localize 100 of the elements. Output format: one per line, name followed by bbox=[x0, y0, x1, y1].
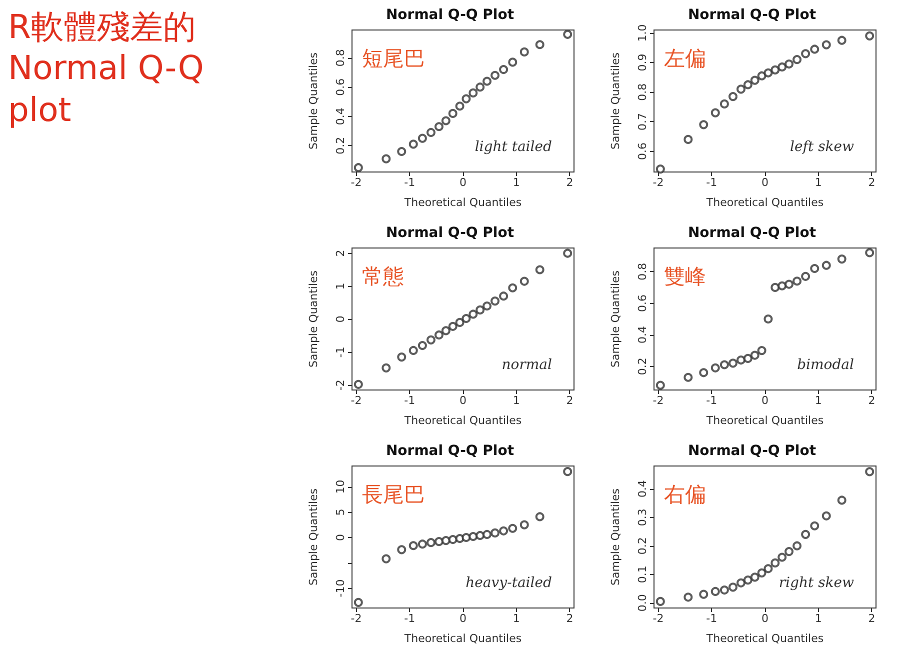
y-tick-label: 0.2 bbox=[636, 537, 649, 555]
point bbox=[462, 94, 471, 104]
point bbox=[822, 40, 831, 50]
x-axis-title: Theoretical Quantiles bbox=[403, 196, 522, 209]
point bbox=[656, 164, 665, 174]
point bbox=[736, 84, 746, 94]
chart-title: Normal Q-Q Plot bbox=[688, 225, 816, 241]
point bbox=[490, 70, 500, 80]
point bbox=[490, 528, 500, 538]
point bbox=[535, 265, 544, 274]
point bbox=[520, 276, 529, 286]
x-tick-label: -2 bbox=[652, 176, 664, 189]
point bbox=[354, 598, 363, 607]
point bbox=[656, 596, 665, 606]
x-tick-label: 0 bbox=[762, 176, 768, 189]
point bbox=[764, 564, 773, 574]
point bbox=[354, 380, 363, 389]
point bbox=[476, 82, 485, 92]
x-tick-label: 2 bbox=[566, 394, 574, 407]
y-axis-title: Sample Quantiles bbox=[609, 488, 622, 586]
point bbox=[535, 40, 544, 50]
annotation: normal bbox=[502, 357, 552, 373]
x-tick-label: 1 bbox=[814, 612, 822, 625]
x-tick-label: 0 bbox=[460, 176, 466, 189]
point bbox=[354, 163, 363, 172]
point bbox=[462, 314, 471, 324]
x-tick-label: 1 bbox=[512, 176, 520, 189]
y-tick-label: 0.7 bbox=[636, 112, 649, 130]
point bbox=[810, 264, 820, 274]
point bbox=[441, 536, 450, 546]
point bbox=[418, 540, 427, 549]
point bbox=[736, 356, 746, 365]
point bbox=[837, 496, 846, 505]
point bbox=[499, 526, 508, 536]
x-tick-label: 0 bbox=[460, 394, 466, 407]
x-tick-label: -1 bbox=[404, 176, 416, 189]
x-tick-label: 1 bbox=[814, 176, 822, 189]
point bbox=[684, 592, 693, 602]
point bbox=[865, 248, 874, 258]
point bbox=[720, 586, 729, 595]
y-tick-label: 0.6 bbox=[636, 294, 649, 312]
x-tick-label: 2 bbox=[566, 612, 574, 625]
point bbox=[468, 88, 478, 98]
point bbox=[482, 530, 492, 539]
point bbox=[784, 280, 794, 289]
point bbox=[764, 68, 773, 78]
point bbox=[728, 358, 738, 368]
y-tick-label: 0.8 bbox=[636, 83, 649, 101]
x-tick-label: -1 bbox=[706, 176, 718, 189]
point bbox=[462, 533, 471, 542]
y-tick-label: 0.9 bbox=[636, 54, 649, 72]
point bbox=[408, 541, 418, 550]
chart-title: Normal Q-Q Plot bbox=[688, 443, 816, 459]
point bbox=[778, 281, 787, 290]
point bbox=[684, 372, 693, 382]
point bbox=[710, 586, 720, 596]
y-tick-label: 0.2 bbox=[636, 358, 649, 376]
x-tick-label: 2 bbox=[566, 176, 574, 189]
point bbox=[743, 576, 752, 585]
point bbox=[728, 92, 738, 102]
x-tick-label: 1 bbox=[814, 394, 822, 407]
point bbox=[770, 558, 780, 568]
point bbox=[656, 380, 665, 390]
point bbox=[865, 31, 874, 40]
y-tick-label: 0.6 bbox=[636, 142, 649, 160]
x-axis-title: Theoretical Quantiles bbox=[403, 414, 522, 427]
annotation: 常態 bbox=[362, 264, 404, 288]
x-tick-label: -1 bbox=[706, 394, 718, 407]
point bbox=[770, 282, 780, 292]
point bbox=[743, 354, 752, 363]
annotation: left skew bbox=[790, 139, 854, 155]
x-tick-label: 2 bbox=[868, 394, 876, 407]
point bbox=[743, 80, 752, 90]
point bbox=[764, 314, 773, 324]
point bbox=[499, 65, 508, 74]
point bbox=[520, 47, 529, 56]
y-axis-title: Sample Quantiles bbox=[307, 52, 320, 150]
chart-title: Normal Q-Q Plot bbox=[386, 443, 514, 459]
point bbox=[810, 44, 820, 54]
y-tick-label: 5 bbox=[334, 508, 347, 516]
x-tick-label: -2 bbox=[652, 394, 664, 407]
point bbox=[792, 541, 802, 550]
y-tick-label: 0.2 bbox=[334, 136, 347, 154]
point bbox=[757, 71, 766, 80]
point bbox=[720, 99, 729, 108]
point bbox=[397, 545, 406, 554]
y-tick-label: 1.0 bbox=[636, 24, 649, 42]
y-tick-label: 0 bbox=[334, 534, 347, 542]
y-tick-label: 0.4 bbox=[636, 480, 649, 498]
y-tick-label: 1 bbox=[334, 282, 347, 290]
annotation: bimodal bbox=[797, 357, 854, 373]
y-axis-title: Sample Quantiles bbox=[609, 270, 622, 368]
x-axis-title: Theoretical Quantiles bbox=[705, 196, 824, 209]
point bbox=[810, 521, 820, 530]
point bbox=[426, 128, 436, 137]
point bbox=[792, 55, 802, 64]
point bbox=[792, 276, 802, 286]
point bbox=[750, 572, 760, 582]
y-tick-label: 0.4 bbox=[334, 108, 347, 126]
y-tick-label: 0.0 bbox=[636, 594, 649, 612]
